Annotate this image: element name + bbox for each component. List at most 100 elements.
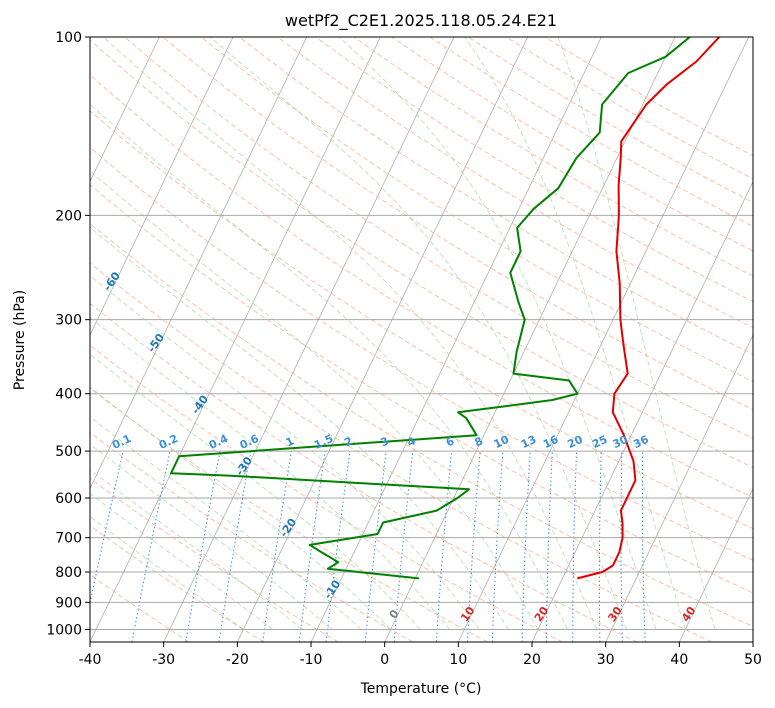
moist-adiabat-line	[90, 516, 244, 630]
dry-adiabat-line	[90, 344, 563, 642]
moist-adiabat-line	[209, 37, 627, 630]
y-tick-label: 800	[55, 565, 82, 581]
mixing-ratio-label: 30	[611, 433, 631, 451]
mixing-ratio-line	[641, 451, 646, 642]
x-tick-label: 10	[449, 652, 467, 668]
mixing-ratio-line	[262, 451, 292, 642]
y-tick-label: 500	[55, 444, 82, 460]
moist-adiabat-line	[464, 37, 686, 630]
y-tick-label: 200	[55, 208, 82, 224]
dry-adiabat-line	[90, 222, 753, 628]
isotherm-line	[384, 37, 676, 642]
isotherm-line	[0, 37, 12, 642]
y-axis: 100 200 300 400 500 600 700 800 900 1000	[46, 30, 90, 638]
y-tick-label: 100	[55, 30, 82, 46]
mixing-ratio-line	[218, 451, 252, 642]
y-tick-label: 600	[55, 491, 82, 507]
dry-adiabat-line	[90, 573, 190, 642]
mixing-ratio-line	[572, 451, 578, 642]
moist-adiabat-line	[90, 443, 333, 630]
moist-adiabat-line	[557, 37, 716, 630]
y-tick-label: 700	[55, 531, 82, 547]
moist-adiabat-line	[103, 37, 598, 630]
mixing-ratio-label: 0.2	[157, 432, 180, 452]
x-tick-label: -20	[226, 652, 249, 668]
dry-adiabat-line	[90, 74, 753, 499]
dry-adiabat-line	[315, 37, 753, 303]
y-tick-label: 1000	[46, 622, 82, 638]
mixing-ratio-line	[598, 451, 602, 642]
mixing-ratio-line	[491, 451, 504, 642]
mixing-ratio-label: 25	[590, 433, 609, 451]
x-tick-label: 40	[670, 652, 688, 668]
dry-adiabat-line	[90, 387, 488, 642]
x-tick-label: 30	[597, 652, 615, 668]
isotherm-line	[236, 37, 529, 642]
mixing-ratio-label: 1.5	[312, 432, 335, 452]
isotherm-line	[605, 334, 753, 642]
dry-adiabat-line	[467, 37, 753, 203]
moist-adiabat-line	[90, 493, 274, 630]
isotherm-label: 0	[387, 607, 402, 621]
x-tick-label: 50	[744, 652, 762, 668]
moist-adiabat-line	[90, 103, 568, 630]
moist-adiabat-line	[338, 37, 657, 630]
isotherm-label: -80	[13, 146, 35, 170]
x-axis-title: Temperature (°C)	[360, 681, 482, 697]
y-tick-label: 300	[55, 313, 82, 329]
x-tick-label: -30	[152, 652, 175, 668]
mixing-ratio-label: 2	[342, 434, 354, 449]
x-tick-label: 20	[523, 652, 541, 668]
mixing-ratio-label: 20	[565, 433, 585, 451]
isotherm-line	[90, 37, 160, 183]
dry-adiabat-line	[90, 262, 712, 642]
mixing-ratio-line	[393, 451, 414, 642]
dry-adiabat-line	[391, 37, 753, 252]
x-tick-label: 0	[380, 652, 389, 668]
x-tick-label: -40	[79, 652, 102, 668]
isotherm-line	[90, 37, 381, 642]
mixing-ratio-label: 4	[405, 434, 418, 449]
moist-adiabat-line	[90, 468, 303, 630]
isotherm-line	[163, 37, 455, 642]
moist-adiabat-line	[90, 416, 362, 630]
dry-adiabat-line	[90, 184, 753, 594]
dry-adiabat-line	[90, 110, 753, 530]
mixing-ratio-label: 0.4	[207, 432, 230, 452]
isotherm-line	[90, 37, 308, 490]
moist-adiabat-line	[90, 170, 539, 630]
dry-adiabat-line	[90, 524, 264, 642]
mixing-ratio-line	[185, 451, 221, 642]
x-axis: -40 -30 -20 -10 0 10 20 30 40 50	[79, 642, 762, 668]
isotherm-line	[678, 487, 753, 642]
dry-adiabat-line	[200, 37, 753, 383]
dry-adiabat-line	[162, 37, 753, 411]
mixing-ratio-line	[364, 451, 387, 642]
moist-adiabat-line	[90, 353, 421, 630]
x-tick-label: -10	[300, 652, 323, 668]
moist-adiabat-line	[90, 226, 509, 630]
isotherm-line	[457, 37, 750, 642]
dry-adiabat-line	[277, 37, 753, 329]
temperature-profile-line	[577, 37, 721, 580]
chart-title: wetPf2_C2E1.2025.118.05.24.E21	[285, 11, 557, 31]
dry-adiabat-line	[90, 302, 638, 642]
dry-adiabat-line	[544, 37, 753, 157]
dry-adiabat-line	[239, 37, 753, 355]
dry-adiabat-line	[90, 477, 339, 642]
mixing-ratio-label: 10	[492, 433, 512, 451]
dry-adiabat-line	[506, 37, 753, 180]
y-tick-label: 900	[55, 595, 82, 611]
moist-adiabat-line	[90, 274, 480, 630]
isotherm-line	[90, 37, 234, 336]
y-tick-label: 400	[55, 387, 82, 403]
plot-frame	[89, 36, 754, 643]
pressure-gridlines	[90, 37, 753, 630]
dewpoint-profile-line	[170, 37, 691, 580]
mixing-ratio-label: 16	[541, 433, 561, 451]
mixing-ratio-line	[131, 451, 171, 642]
sounding-profiles	[170, 37, 721, 580]
mixing-ratio-label: 36	[631, 433, 651, 451]
isotherm-line	[752, 641, 753, 642]
